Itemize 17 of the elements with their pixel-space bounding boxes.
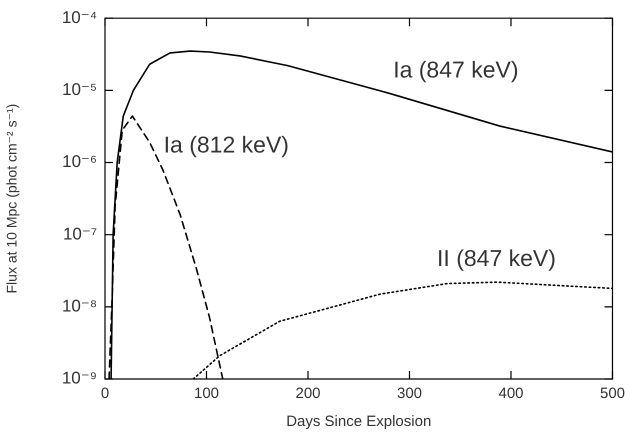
- series-label: Ia (812 keV): [164, 132, 289, 158]
- y-tick-label: 10⁻⁹: [62, 368, 97, 388]
- x-tick-label: 400: [498, 385, 524, 402]
- x-tick-label: 200: [295, 385, 321, 402]
- x-tick-label: 500: [600, 385, 625, 402]
- y-tick-label: 10⁻⁵: [62, 80, 97, 100]
- series-label: II (847 keV): [437, 244, 556, 271]
- y-axis-title: Flux at 10 Mpc (phot cm⁻² s⁻¹): [3, 104, 20, 294]
- x-axis-title: Days Since Explosion: [286, 413, 432, 430]
- y-tick-label: 10⁻⁸: [62, 296, 97, 316]
- series-label: Ia (847 keV): [393, 56, 518, 83]
- y-tick-label: 10⁻⁶: [62, 152, 97, 172]
- x-tick-label: 0: [100, 385, 110, 402]
- y-tick-label: 10⁻⁴: [62, 8, 97, 27]
- x-tick-label: 300: [396, 385, 422, 402]
- x-tick-label: 100: [194, 385, 220, 402]
- y-tick-label: 10⁻⁷: [62, 224, 97, 244]
